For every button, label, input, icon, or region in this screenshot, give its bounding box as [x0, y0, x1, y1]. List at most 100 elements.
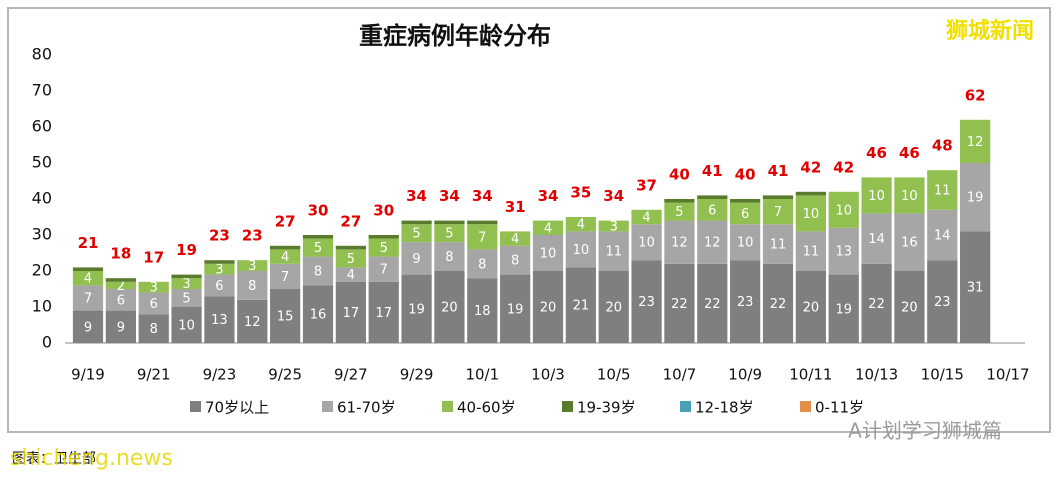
segment-label: 22 — [704, 297, 721, 312]
segment-label: 3 — [610, 220, 618, 235]
segment-label: 12 — [671, 236, 688, 251]
segment-label: 21 — [573, 299, 590, 314]
segment-label: 9 — [84, 320, 92, 335]
y-tick-label: 50 — [32, 153, 52, 172]
legend-label: 61-70岁 — [337, 399, 396, 417]
bar-segment — [204, 263, 235, 275]
bar-segment — [368, 281, 399, 343]
segment-label: 5 — [412, 227, 420, 242]
segment-label: 4 — [511, 232, 519, 247]
x-tick-label: 9/25 — [268, 366, 302, 384]
bar-segment — [434, 242, 465, 271]
total-label: 42 — [833, 158, 854, 176]
bar-segment — [828, 227, 859, 275]
bar-segment — [434, 224, 465, 243]
total-label: 40 — [735, 166, 756, 184]
segment-label: 18 — [474, 304, 491, 319]
bar-segment — [401, 220, 432, 225]
bar-segment — [565, 231, 596, 268]
segment-label: 23 — [737, 295, 754, 310]
bar-segment — [697, 199, 728, 221]
bar-segment — [762, 195, 794, 199]
segment-label: 3 — [248, 259, 256, 274]
x-tick-label: 10/17 — [986, 366, 1029, 384]
total-label: 23 — [209, 227, 230, 245]
x-tick-label: 10/15 — [921, 366, 964, 384]
bar-segment — [401, 274, 432, 343]
total-label: 31 — [505, 198, 526, 216]
bar-segment — [270, 249, 301, 264]
source-note: 图表：卫生部 — [12, 451, 96, 467]
total-label: 62 — [965, 86, 986, 104]
segment-label: 4 — [347, 268, 355, 283]
bar-segment — [894, 177, 925, 214]
segment-label: 16 — [310, 308, 327, 323]
segment-label: 7 — [281, 270, 289, 285]
watermark: A计划学习狮城篇 — [848, 419, 1002, 443]
segment-label: 15 — [277, 310, 294, 325]
bar-segment — [204, 260, 235, 264]
total-label: 35 — [570, 184, 591, 202]
segment-label: 11 — [934, 184, 951, 199]
y-tick-label: 40 — [32, 189, 52, 208]
bar-segment — [697, 195, 728, 199]
bar-segment — [894, 271, 925, 343]
bar-segment — [72, 285, 104, 311]
segment-label: 5 — [675, 205, 683, 220]
segment-label: 8 — [478, 257, 486, 272]
segment-label: 8 — [445, 250, 453, 265]
bar-segment — [138, 281, 169, 293]
segment-label: 22 — [671, 297, 688, 312]
total-label: 34 — [439, 187, 460, 205]
y-tick-label: 80 — [32, 45, 52, 64]
legend-swatch — [190, 401, 201, 412]
segment-label: 9 — [412, 252, 420, 267]
segment-label: 14 — [868, 232, 885, 247]
bar-segment — [302, 256, 334, 286]
bar-segment — [171, 289, 202, 307]
segment-label: 7 — [84, 292, 92, 307]
y-tick-label: 10 — [32, 297, 52, 316]
segment-label: 4 — [84, 272, 92, 287]
bar-segment — [171, 278, 202, 289]
bar-segment — [171, 274, 202, 279]
bar-segment — [927, 170, 958, 210]
segment-label: 19 — [507, 302, 524, 317]
bar-segment — [302, 285, 334, 343]
segment-label: 20 — [901, 301, 918, 316]
x-tick-label: 10/5 — [597, 366, 631, 384]
segment-label: 9 — [117, 320, 125, 335]
bar-segment — [730, 260, 761, 343]
bar-segment — [467, 220, 498, 225]
bar-segment — [72, 271, 104, 286]
bar-segment — [105, 281, 136, 289]
bar-segment — [467, 278, 498, 343]
bar-segment — [532, 220, 564, 235]
segment-label: 4 — [642, 211, 650, 226]
bar-segment — [894, 213, 925, 271]
segment-label: 8 — [150, 322, 158, 337]
bar-segment — [72, 310, 104, 343]
total-label: 46 — [866, 144, 887, 162]
x-tick-label: 10/7 — [663, 366, 697, 384]
bar-segment — [664, 220, 695, 264]
legend-label: 40-60岁 — [457, 399, 516, 417]
segment-label: 11 — [803, 245, 820, 260]
x-tick-label: 9/19 — [71, 366, 105, 384]
segment-label: 17 — [375, 306, 392, 321]
legend-swatch — [680, 401, 691, 412]
segment-label: 12 — [967, 135, 984, 150]
total-label: 17 — [143, 248, 164, 266]
watermark: shicheng.news — [10, 446, 173, 471]
segment-label: 4 — [577, 218, 585, 233]
segment-label: 10 — [803, 207, 820, 222]
segment-label: 10 — [901, 189, 918, 204]
bar-segment — [565, 217, 596, 232]
segment-label: 7 — [380, 263, 388, 278]
bar-segment — [795, 191, 826, 196]
bar-segment — [598, 231, 629, 271]
segment-label: 3 — [215, 263, 223, 278]
total-label: 34 — [472, 187, 493, 205]
segment-label: 10 — [868, 189, 885, 204]
segment-label: 16 — [901, 236, 918, 251]
